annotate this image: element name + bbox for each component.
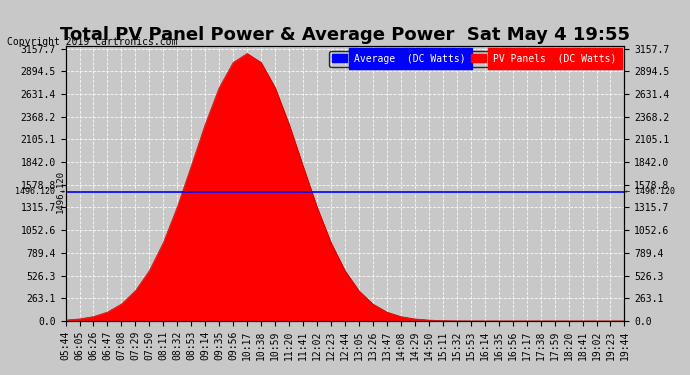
Text: ← 1496.120: ← 1496.120 xyxy=(625,188,675,196)
Text: 1496.120 →: 1496.120 → xyxy=(15,188,65,196)
Title: Total PV Panel Power & Average Power  Sat May 4 19:55: Total PV Panel Power & Average Power Sat… xyxy=(60,26,630,44)
Text: 1496.120: 1496.120 xyxy=(56,170,65,213)
Text: Copyright 2019 Cartronics.com: Copyright 2019 Cartronics.com xyxy=(7,37,177,47)
Legend: Average  (DC Watts), PV Panels  (DC Watts): Average (DC Watts), PV Panels (DC Watts) xyxy=(329,51,620,66)
